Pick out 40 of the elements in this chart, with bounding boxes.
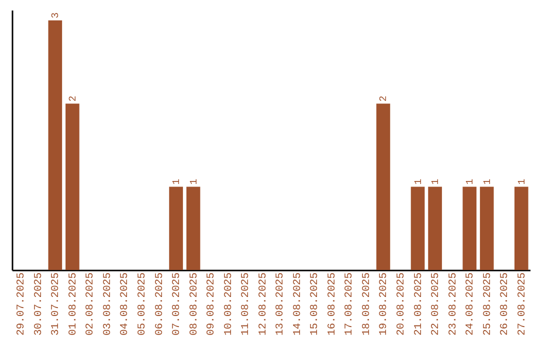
data-label: 2: [379, 96, 390, 102]
data-label: 1: [466, 178, 477, 185]
x-tick-label: 09.08.2025: [206, 272, 218, 336]
x-tick-label: 24.08.2025: [464, 272, 477, 336]
x-tick-label: 08.08.2025: [188, 272, 200, 336]
x-tick-label: 15.08.2025: [309, 272, 322, 336]
data-label: 1: [517, 178, 528, 185]
x-tick-label: 03.08.2025: [102, 272, 114, 336]
x-tick-label: 02.08.2025: [84, 272, 97, 336]
x-tick-label: 17.08.2025: [344, 272, 356, 336]
x-tick-label: 20.08.2025: [396, 272, 408, 336]
data-label: 1: [189, 178, 200, 185]
data-label: 2: [68, 96, 80, 102]
x-tick-label: 13.08.2025: [274, 272, 287, 336]
x-tick-label: 14.08.2025: [292, 272, 304, 336]
data-label: 1: [482, 178, 494, 185]
data-label: 3: [51, 12, 62, 18]
x-tick-label: 27.08.2025: [516, 272, 528, 336]
x-tick-label: 31.07.2025: [50, 272, 62, 336]
x-tick-label: 12.08.2025: [257, 272, 270, 336]
x-tick-label: 11.08.2025: [240, 272, 252, 336]
x-tick-label: 10.08.2025: [222, 272, 235, 336]
x-tick-label: 04.08.2025: [119, 272, 132, 336]
data-label: 1: [414, 178, 425, 185]
x-tick-label: 30.07.2025: [32, 272, 45, 336]
x-tick-label: 05.08.2025: [136, 272, 148, 336]
x-tick-label: 16.08.2025: [326, 272, 338, 336]
x-tick-label: 07.08.2025: [171, 272, 184, 336]
x-tick-label: 22.08.2025: [430, 272, 442, 336]
data-label: 1: [431, 178, 442, 185]
data-label: 1: [172, 178, 184, 185]
x-tick-label: 29.07.2025: [16, 272, 28, 336]
x-tick-label: 19.08.2025: [378, 272, 390, 336]
x-tick-label: 21.08.2025: [412, 272, 425, 336]
x-tick-label: 18.08.2025: [360, 272, 373, 336]
x-tick-label: 25.08.2025: [482, 272, 494, 336]
x-tick-label: 01.08.2025: [67, 272, 80, 336]
x-tick-label: 26.08.2025: [499, 272, 512, 336]
x-tick-label: 06.08.2025: [154, 272, 166, 336]
x-tick-label: 23.08.2025: [447, 272, 460, 336]
